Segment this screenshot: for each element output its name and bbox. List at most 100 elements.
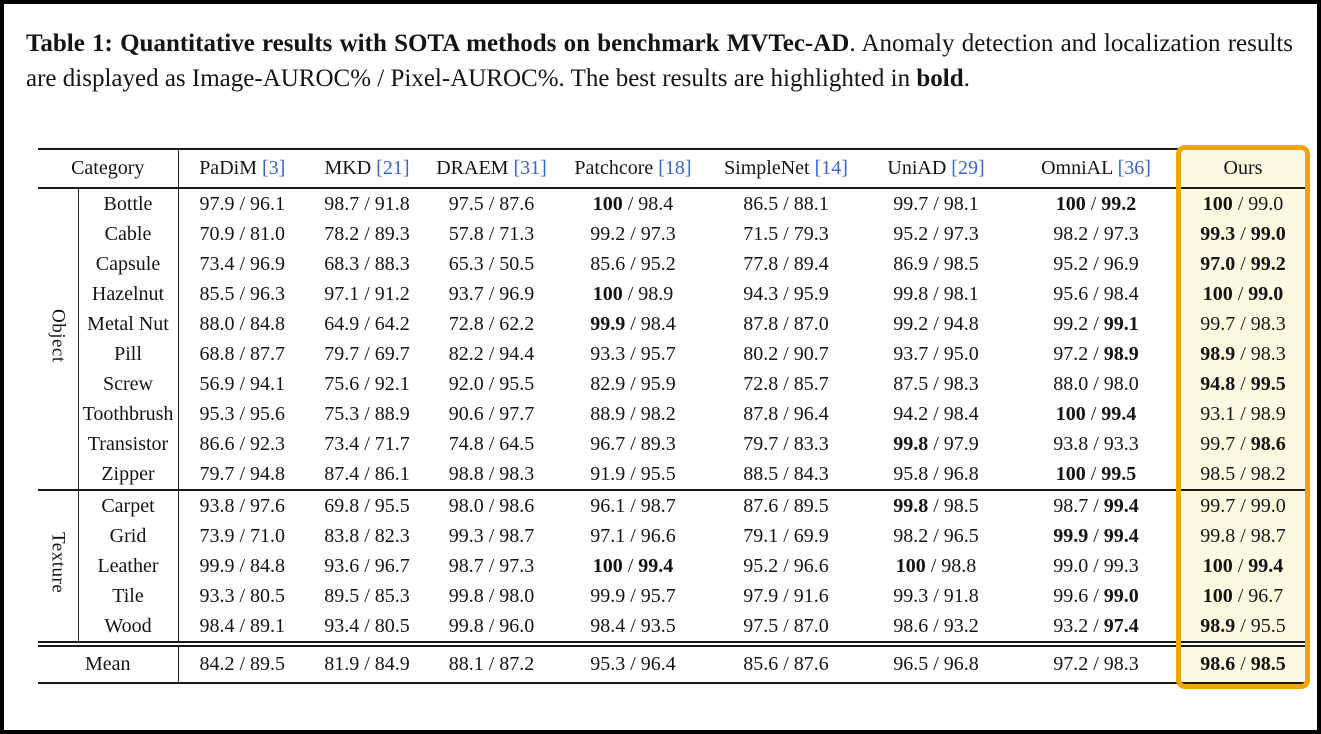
pixel-auroc-value: 71.0 xyxy=(250,524,286,547)
value-separator: / xyxy=(1088,554,1104,577)
method-cite-link[interactable]: [18] xyxy=(658,157,692,179)
value-cell: 72.8 / 62.2 xyxy=(428,309,555,339)
value-separator: / xyxy=(1088,372,1104,395)
value-cell: 64.9 / 64.2 xyxy=(306,309,428,339)
value-cell: 98.7 / 97.3 xyxy=(428,551,555,581)
value-cell: 99.9 / 99.4 xyxy=(1011,521,1181,551)
image-auroc-value: 97.0 xyxy=(1200,252,1236,275)
value-cell: 96.1 / 98.7 xyxy=(555,490,711,521)
image-auroc-value: 87.4 xyxy=(324,462,360,485)
value-separator: / xyxy=(234,584,251,607)
image-auroc-value: 64.9 xyxy=(324,312,360,335)
value-cell: 100 / 99.4 xyxy=(555,551,711,581)
value-cell: 87.4 / 86.1 xyxy=(306,459,428,491)
table-body: Object Bottle 97.9 / 96.1 98.7 / 91.8 97.5 /… xyxy=(38,188,1305,684)
value-separator: / xyxy=(1088,282,1104,305)
image-auroc-value: 98.9 xyxy=(1200,614,1236,637)
image-auroc-value: 98.2 xyxy=(1053,222,1089,245)
image-auroc-value: 95.2 xyxy=(893,222,929,245)
value-separator: / xyxy=(1235,653,1251,675)
value-separator: / xyxy=(928,614,944,637)
group-label-text: Object xyxy=(47,309,69,363)
category-cell: Metal Nut xyxy=(78,309,179,339)
pixel-auroc-value: 99.5 xyxy=(1250,372,1286,395)
ours-header-cell: Ours xyxy=(1181,148,1305,189)
value-cell: 78.2 / 89.3 xyxy=(306,219,428,249)
method-header-cell: DRAEM [31] xyxy=(428,148,555,189)
method-cite-link[interactable]: [29] xyxy=(951,157,985,179)
pixel-auroc-value: 95.5 xyxy=(640,462,676,485)
image-auroc-value: 98.6 xyxy=(893,614,929,637)
image-auroc-value: 100 xyxy=(895,554,926,577)
value-separator: / xyxy=(359,192,375,215)
value-separator: / xyxy=(625,312,641,335)
value-separator: / xyxy=(625,222,641,245)
pixel-auroc-value: 98.9 xyxy=(1250,402,1286,425)
image-auroc-value: 98.0 xyxy=(448,494,484,517)
pixel-auroc-value: 94.1 xyxy=(250,372,286,395)
method-cite-link[interactable]: [36] xyxy=(1117,157,1151,179)
value-separator: / xyxy=(359,614,375,637)
image-auroc-value: 100 xyxy=(1055,462,1086,485)
method-cite-link[interactable]: [21] xyxy=(376,157,410,179)
image-auroc-value: 95.2 xyxy=(743,554,779,577)
pixel-auroc-value: 91.8 xyxy=(943,584,979,607)
value-cell: 100 / 96.7 xyxy=(1181,581,1305,611)
value-separator: / xyxy=(359,342,375,365)
value-cell: 68.8 / 87.7 xyxy=(178,339,306,369)
table-row: Cable 70.9 / 81.0 78.2 / 89.3 57.8 / 71.3 99… xyxy=(38,219,1305,249)
value-cell: 98.5 / 98.2 xyxy=(1181,459,1305,491)
pixel-auroc-value: 98.1 xyxy=(943,192,979,215)
pixel-auroc-value: 98.0 xyxy=(499,584,535,607)
image-auroc-value: 93.7 xyxy=(448,282,484,305)
pixel-auroc-value: 96.0 xyxy=(499,614,535,637)
method-cite-link[interactable]: [3] xyxy=(261,157,286,179)
value-separator: / xyxy=(483,524,500,547)
value-cell: 93.8 / 93.3 xyxy=(1011,429,1181,459)
pixel-auroc-value: 95.7 xyxy=(640,342,676,365)
pixel-auroc-value: 98.7 xyxy=(499,524,535,547)
ours-mean-cell: 98.6 / 98.5 xyxy=(1181,641,1305,684)
value-separator: / xyxy=(625,614,641,637)
pixel-auroc-value: 98.6 xyxy=(1250,432,1286,455)
mean-row: Mean 84.2 / 89.5 81.9 / 84.9 88.1 / 87.2 95.… xyxy=(38,641,1305,684)
value-cell: 99.7 / 98.6 xyxy=(1181,429,1305,459)
value-separator: / xyxy=(778,342,794,365)
value-separator: / xyxy=(1088,432,1104,455)
pixel-auroc-value: 95.5 xyxy=(499,372,535,395)
value-cell: 88.0 / 98.0 xyxy=(1011,369,1181,399)
pixel-auroc-value: 96.6 xyxy=(640,524,676,547)
image-auroc-value: 68.8 xyxy=(199,342,235,365)
table-row: Pill 68.8 / 87.7 79.7 / 69.7 82.2 / 94.4 93.… xyxy=(38,339,1305,369)
image-auroc-value: 96.5 xyxy=(893,653,929,675)
image-auroc-value: 99.7 xyxy=(1200,432,1236,455)
value-separator: / xyxy=(928,192,944,215)
method-cite-link[interactable]: [31] xyxy=(513,157,547,179)
value-cell: 99.2 / 94.8 xyxy=(861,309,1011,339)
value-cell: 86.9 / 98.5 xyxy=(861,249,1011,279)
image-auroc-value: 84.2 xyxy=(199,653,235,675)
image-auroc-value: 99.9 xyxy=(590,584,626,607)
value-separator: / xyxy=(234,312,251,335)
value-separator: / xyxy=(234,524,251,547)
value-separator: / xyxy=(1235,312,1251,335)
value-separator: / xyxy=(778,192,794,215)
method-cite-link[interactable]: [14] xyxy=(814,157,848,179)
image-auroc-value: 100 xyxy=(592,282,623,305)
image-auroc-value: 97.2 xyxy=(1053,342,1089,365)
pixel-auroc-value: 94.8 xyxy=(250,462,286,485)
image-auroc-value: 99.3 xyxy=(1200,222,1236,245)
value-separator: / xyxy=(778,462,794,485)
pixel-auroc-value: 99.1 xyxy=(1103,312,1139,335)
image-auroc-value: 98.4 xyxy=(199,614,235,637)
value-cell: 99.3 / 99.0 xyxy=(1181,219,1305,249)
pixel-auroc-value: 93.5 xyxy=(640,614,676,637)
value-separator: / xyxy=(928,494,944,517)
pixel-auroc-value: 96.3 xyxy=(250,282,286,305)
value-cell: 99.0 / 99.3 xyxy=(1011,551,1181,581)
image-auroc-value: 98.9 xyxy=(1200,342,1236,365)
table-row: Capsule 73.4 / 96.9 68.3 / 88.3 65.3 / 50.5… xyxy=(38,249,1305,279)
image-auroc-value: 88.0 xyxy=(1053,372,1089,395)
pixel-auroc-value: 96.7 xyxy=(1248,584,1284,607)
image-auroc-value: 95.3 xyxy=(590,653,626,675)
